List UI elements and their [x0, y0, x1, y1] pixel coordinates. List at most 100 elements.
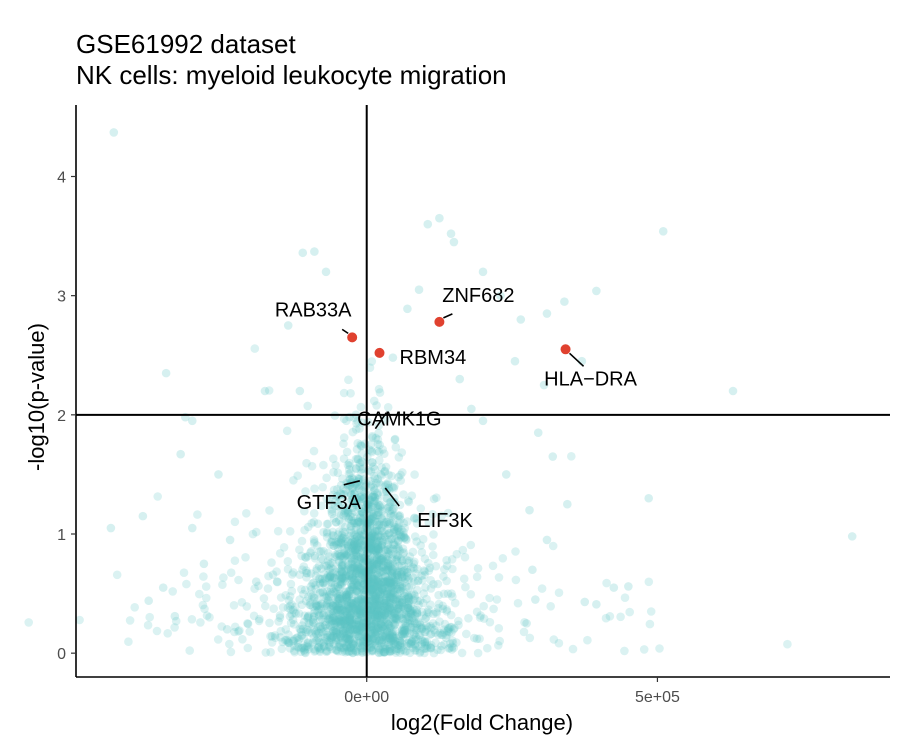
- gene-point: [331, 627, 341, 636]
- gene-point: [421, 613, 431, 622]
- gene-point: [371, 596, 381, 605]
- gene-point: [372, 594, 382, 604]
- gene-point: [369, 498, 379, 507]
- gene-point: [483, 643, 492, 653]
- gene-point: [339, 484, 348, 493]
- gene-point: [370, 625, 379, 634]
- gene-point: [265, 506, 274, 515]
- gene-point: [419, 611, 428, 620]
- gene-point: [375, 501, 385, 511]
- gene-point: [395, 607, 404, 616]
- gene-point: [339, 549, 349, 558]
- gene-point: [355, 638, 364, 647]
- gene-point: [366, 614, 375, 624]
- gene-point: [342, 550, 352, 559]
- gene-point: [443, 625, 453, 635]
- gene-point: [411, 632, 421, 642]
- gene-point: [354, 601, 364, 611]
- gene-point: [385, 644, 394, 654]
- gene-point: [420, 627, 429, 637]
- gene-point: [357, 622, 367, 632]
- gene-point: [344, 514, 353, 523]
- gene-point: [199, 559, 209, 569]
- gene-point: [568, 644, 578, 654]
- gene-point: [439, 589, 449, 599]
- gene-point: [333, 582, 343, 591]
- gene-point: [367, 543, 376, 553]
- gene-point: [380, 466, 390, 476]
- gene-point: [404, 638, 414, 648]
- gene-point: [421, 627, 430, 637]
- gene-point: [327, 609, 336, 619]
- gene-point: [397, 598, 407, 607]
- gene-point: [382, 600, 392, 609]
- gene-point: [343, 508, 353, 518]
- gene-point: [357, 646, 367, 655]
- gene-point: [373, 526, 382, 536]
- gene-point: [363, 501, 373, 511]
- gene-point: [379, 647, 389, 657]
- gene-point: [370, 532, 379, 541]
- gene-point: [353, 581, 362, 590]
- gene-point: [324, 564, 333, 573]
- gene-point: [354, 587, 363, 597]
- gene-point: [563, 499, 572, 509]
- gene-point: [339, 439, 348, 449]
- gene-point: [384, 623, 394, 633]
- gene-point: [387, 571, 397, 581]
- gene-point: [400, 578, 409, 587]
- gene-point: [368, 500, 378, 510]
- gene-point: [369, 596, 378, 606]
- gene-point: [319, 608, 329, 618]
- gene-point: [341, 615, 351, 624]
- gene-point: [337, 599, 347, 609]
- gene-point: [348, 596, 357, 606]
- gene-point: [371, 547, 381, 556]
- gene-point: [355, 493, 365, 502]
- gene-point: [368, 492, 378, 501]
- gene-point: [437, 641, 446, 651]
- gene-point: [323, 614, 333, 624]
- gene-point: [389, 612, 398, 621]
- gene-point: [355, 458, 365, 468]
- gene-point: [391, 562, 400, 572]
- gene-point: [340, 540, 350, 549]
- gene-point: [324, 637, 334, 646]
- gene-point: [339, 553, 348, 562]
- gene-point: [336, 608, 345, 617]
- gene-point: [335, 579, 345, 589]
- gene-point: [336, 488, 345, 498]
- gene-point: [356, 610, 366, 619]
- gene-point: [347, 473, 357, 483]
- gene-point: [324, 640, 334, 650]
- gene-point: [372, 560, 382, 569]
- gene-point: [355, 604, 365, 614]
- gene-point: [358, 549, 368, 558]
- gene-point: [372, 401, 381, 410]
- gene-point: [346, 598, 356, 607]
- gene-point: [201, 582, 211, 591]
- gene-point: [394, 641, 403, 650]
- gene-point: [383, 564, 393, 573]
- gene-point: [338, 573, 348, 583]
- gene-point: [376, 543, 386, 552]
- gene-point: [339, 644, 349, 653]
- gene-point: [380, 557, 389, 567]
- gene-point: [374, 594, 384, 603]
- gene-point: [284, 638, 294, 647]
- gene-point: [422, 621, 431, 630]
- gene-point: [390, 640, 400, 649]
- gene-point: [377, 621, 386, 630]
- gene-point: [351, 620, 361, 629]
- gene-point: [399, 627, 409, 636]
- gene-point: [405, 595, 414, 605]
- gene-point: [387, 606, 397, 616]
- gene-point: [348, 537, 357, 546]
- gene-point: [290, 635, 299, 644]
- gene-point: [225, 639, 234, 649]
- gene-point: [391, 532, 401, 541]
- gene-point: [365, 523, 375, 532]
- gene-point: [549, 635, 559, 644]
- gene-point: [492, 595, 502, 604]
- gene-point: [375, 611, 385, 621]
